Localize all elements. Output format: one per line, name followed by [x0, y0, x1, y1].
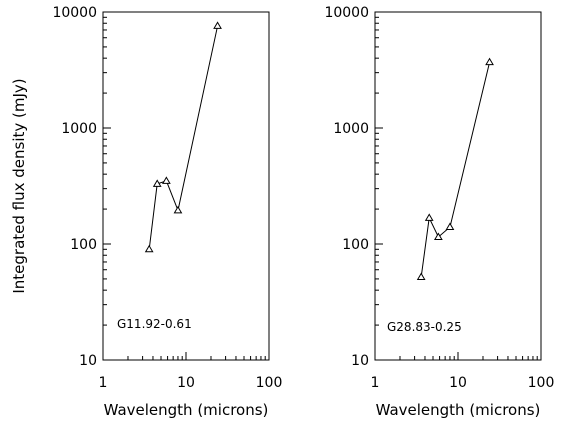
y-tick-label: 10 [351, 353, 369, 369]
data-point-triangle [485, 57, 494, 66]
panel-label-left: G11.92-0.61 [117, 317, 192, 331]
series-right [416, 57, 494, 280]
y-tick-label: 100 [70, 237, 97, 253]
x-tick-label: 1 [99, 375, 108, 391]
panel-label-right: G28.83-0.25 [387, 320, 462, 334]
data-point-triangle [445, 222, 455, 231]
y-axis-label: Integrated flux density (mJy) [10, 78, 28, 293]
data-point-triangle [173, 205, 183, 214]
x-tick-label: 10 [449, 375, 467, 391]
data-point-triangle [433, 232, 443, 240]
x-axis-label-right: Wavelength (microns) [376, 401, 541, 419]
x-tick-label: 100 [528, 375, 555, 391]
series-line [148, 25, 219, 250]
data-point-triangle [424, 213, 434, 221]
data-point-triangle [144, 244, 154, 253]
y-tick-label: 10000 [52, 5, 97, 21]
x-tick-label: 1 [371, 375, 380, 391]
y-tick-label: 1000 [61, 121, 97, 137]
data-point-triangle [416, 272, 426, 280]
x-tick-label: 100 [256, 375, 283, 391]
plot-frame-right [374, 11, 542, 361]
series-line [420, 61, 491, 277]
series-left [144, 21, 222, 253]
y-tick-label: 10 [79, 353, 97, 369]
plot-frame-left [102, 11, 270, 361]
x-tick-label: 10 [177, 375, 195, 391]
y-tick-label: 1000 [333, 121, 369, 137]
y-tick-label: 10000 [324, 5, 369, 21]
y-tick-label: 100 [342, 237, 369, 253]
data-point-triangle [161, 176, 171, 184]
data-point-triangle [152, 179, 162, 187]
data-point-triangle [213, 21, 222, 29]
x-axis-label-left: Wavelength (microns) [104, 401, 269, 419]
